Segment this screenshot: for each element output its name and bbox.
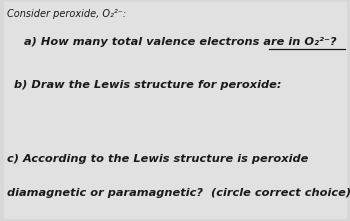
Text: b) Draw the Lewis structure for peroxide:: b) Draw the Lewis structure for peroxide…	[14, 80, 281, 90]
Text: a) How many total valence electrons are in O₂²⁻?: a) How many total valence electrons are …	[24, 37, 337, 47]
Text: Consider peroxide, O₂²⁻:: Consider peroxide, O₂²⁻:	[7, 9, 126, 19]
Text: diamagnetic or paramagnetic?  (circle correct choice): diamagnetic or paramagnetic? (circle cor…	[7, 189, 350, 198]
Text: c) According to the Lewis structure is peroxide: c) According to the Lewis structure is p…	[7, 154, 308, 164]
